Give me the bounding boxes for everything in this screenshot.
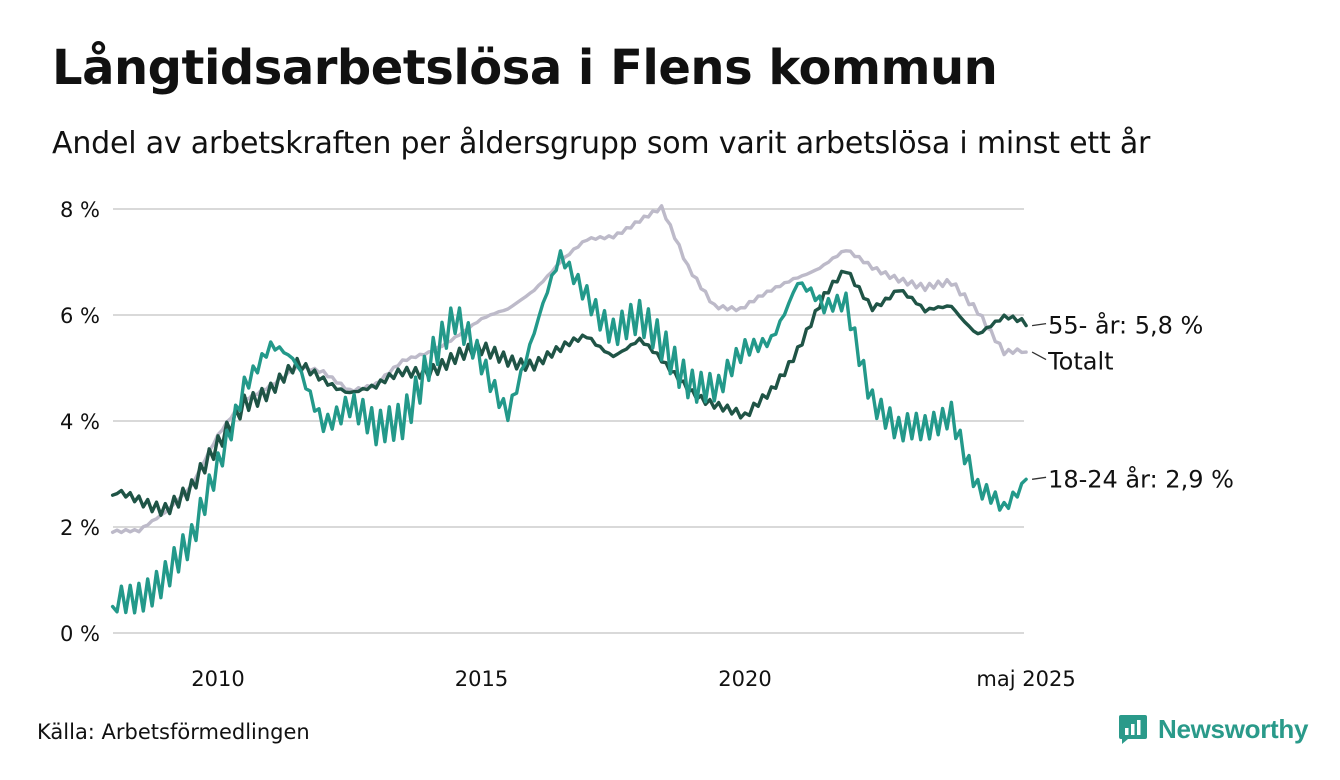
series-end-label: 55- år: 5,8 % xyxy=(1048,311,1203,340)
x-tick-label: 2010 xyxy=(191,667,244,691)
series-end-label: Totalt xyxy=(1047,348,1113,376)
y-tick-label: 6 % xyxy=(60,304,100,328)
y-tick-label: 0 % xyxy=(60,622,100,646)
brand-name: Newsworthy xyxy=(1158,713,1309,744)
gridlines xyxy=(113,208,1024,634)
chart-title: Långtidsarbetslösa i Flens kommun xyxy=(52,40,998,96)
source-note: Källa: Arbetsförmedlingen xyxy=(37,720,310,744)
series-line-2 xyxy=(110,269,1028,517)
x-tick-label: maj 2025 xyxy=(976,667,1075,691)
label-leader xyxy=(1031,322,1047,327)
series-line-1 xyxy=(110,204,1028,535)
x-axis-ticks: 2010 2015 2020 maj 2025 xyxy=(191,667,1075,691)
y-tick-label: 8 % xyxy=(60,198,100,222)
label-leader xyxy=(1031,351,1047,361)
series-lines xyxy=(110,204,1028,615)
brand-logo: Newsworthy xyxy=(1118,713,1308,745)
series-line-3 xyxy=(110,249,1028,615)
label-leader xyxy=(1031,476,1047,480)
x-tick-label: 2020 xyxy=(718,667,771,691)
end-labels: 55- år: 5,8 % Totalt 18-24 år: 2,9 % xyxy=(1031,311,1234,493)
chart-subtitle: Andel av arbetskraften per åldersgrupp s… xyxy=(52,126,1151,161)
x-tick-label: 2015 xyxy=(455,667,508,691)
newsworthy-icon xyxy=(1119,715,1147,744)
series-end-label: 18-24 år: 2,9 % xyxy=(1048,464,1234,493)
y-tick-label: 4 % xyxy=(60,410,100,434)
y-axis-ticks: 0 % 2 % 4 % 6 % 8 % xyxy=(60,198,100,646)
line-chart: 0 % 2 % 4 % 6 % 8 % 2010 2015 2020 maj 2025 55-… xyxy=(60,198,1234,691)
y-tick-label: 2 % xyxy=(60,516,100,540)
